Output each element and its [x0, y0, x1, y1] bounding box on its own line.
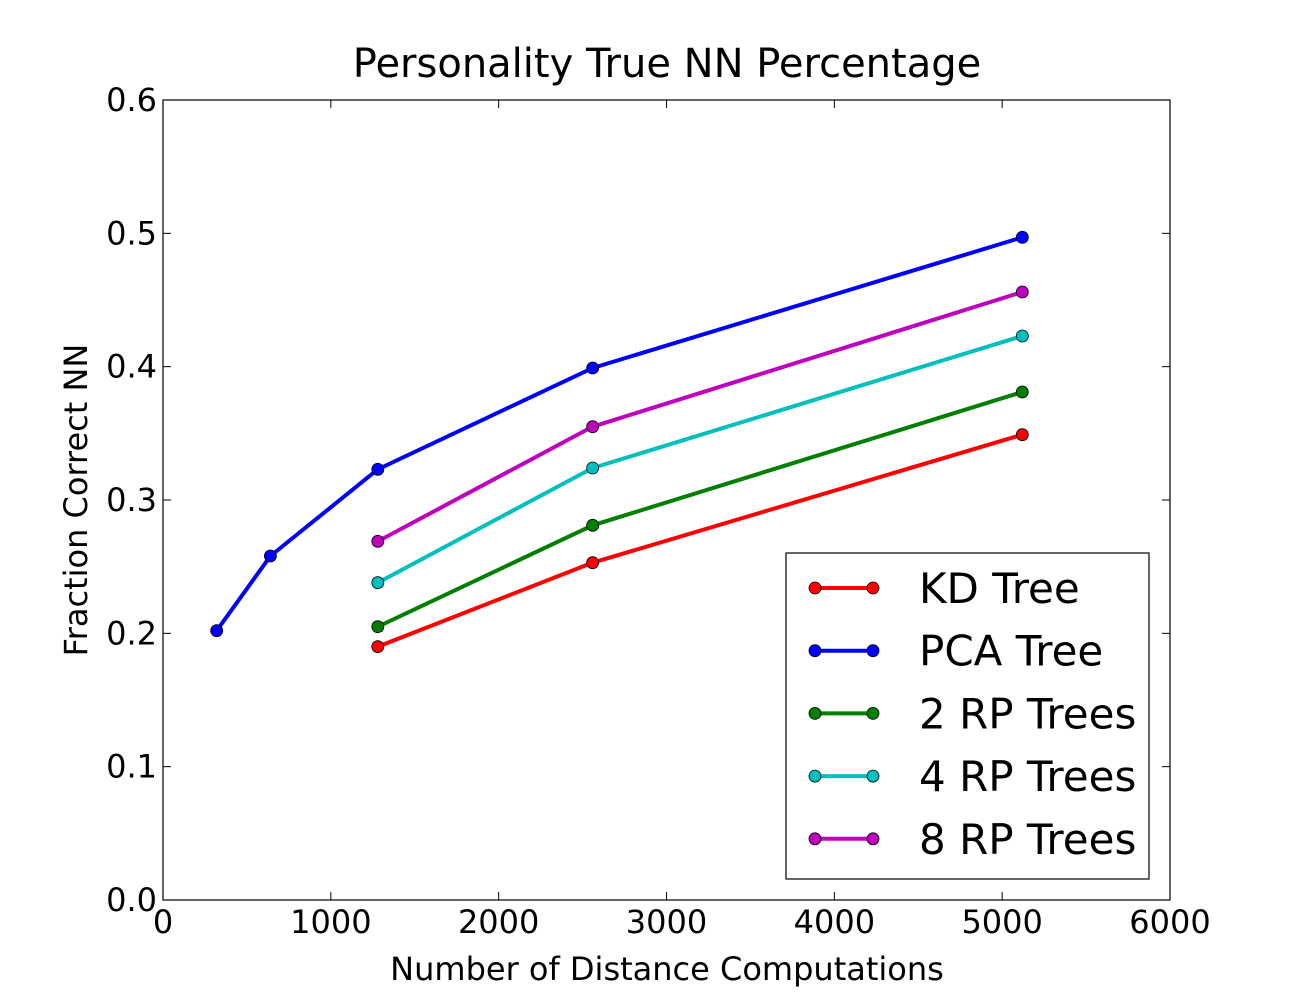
data-point — [371, 534, 385, 548]
series-pca-tree — [210, 230, 1029, 638]
series-4-rp-trees — [371, 329, 1029, 590]
data-point — [371, 576, 385, 590]
x-tick-label: 6000 — [1129, 903, 1210, 941]
data-point — [371, 462, 385, 476]
x-tick-label: 5000 — [961, 903, 1042, 941]
y-tick-label: 0.3 — [106, 481, 157, 519]
y-tick-label: 0.1 — [106, 748, 157, 786]
legend-label: 2 RP Trees — [919, 689, 1136, 738]
data-point — [371, 640, 385, 654]
data-point — [1015, 230, 1029, 244]
legend-label: 8 RP Trees — [919, 815, 1136, 864]
x-tick-label: 3000 — [626, 903, 707, 941]
data-point — [371, 620, 385, 634]
y-tick-label: 0.5 — [106, 214, 157, 252]
legend-marker — [808, 832, 822, 846]
y-tick-label: 0.4 — [106, 348, 157, 386]
legend-item: 4 RP Trees — [808, 752, 1136, 801]
legend-item: 2 RP Trees — [808, 689, 1136, 738]
data-point — [586, 556, 600, 570]
data-point — [1015, 329, 1029, 343]
data-point — [264, 549, 277, 563]
y-tick-label: 0.2 — [106, 614, 157, 652]
series-kd-tree — [371, 428, 1029, 654]
x-tick-label: 1000 — [290, 903, 371, 941]
data-point — [210, 624, 224, 638]
legend-item: 8 RP Trees — [808, 815, 1136, 864]
legend-item: PCA Tree — [808, 627, 1103, 676]
legend-label: PCA Tree — [919, 627, 1103, 676]
data-point — [1015, 428, 1029, 442]
legend-box — [785, 552, 1150, 880]
legend-item: KD Tree — [808, 564, 1080, 613]
x-tick-label: 0 — [153, 903, 173, 941]
legend-marker — [808, 581, 822, 595]
data-point — [586, 461, 600, 475]
legend-marker — [808, 707, 822, 720]
data-point — [586, 518, 600, 532]
y-axis-label: Fraction Correct NN — [57, 344, 95, 657]
series-8-rp-trees — [371, 285, 1029, 548]
data-point — [586, 361, 600, 375]
series-2-rp-trees — [371, 385, 1029, 634]
legend-marker — [808, 769, 822, 783]
plot-frame — [162, 99, 1171, 901]
data-point — [586, 420, 600, 434]
legend: KD Tree PCA Tree 2 RP Trees 4 RP Trees 8 RP … — [785, 552, 1150, 880]
y-tick-label: 0.6 — [106, 81, 157, 119]
x-tick-label: 2000 — [458, 903, 539, 941]
x-axis-label: Number of Distance Computations — [390, 950, 944, 988]
legend-marker — [808, 644, 822, 658]
tick-labels: 0 1000 2000 3000 4000 5000 6000 0.0 0.1 0.2 0.3 0.4… — [106, 81, 1211, 941]
series-layer — [210, 230, 1029, 654]
legend-marker — [866, 581, 880, 595]
legend-marker — [866, 644, 880, 658]
x-tick-label: 4000 — [794, 903, 875, 941]
legend-label: 4 RP Trees — [919, 752, 1136, 801]
legend-marker — [866, 769, 880, 783]
legend-label: KD Tree — [919, 564, 1080, 613]
legend-marker — [866, 832, 880, 846]
y-tick-label: 0.0 — [106, 881, 157, 919]
legend-marker — [866, 707, 880, 720]
data-point — [1015, 385, 1029, 399]
data-point — [1015, 285, 1029, 299]
chart-title: Personality True NN Percentage — [353, 41, 981, 87]
